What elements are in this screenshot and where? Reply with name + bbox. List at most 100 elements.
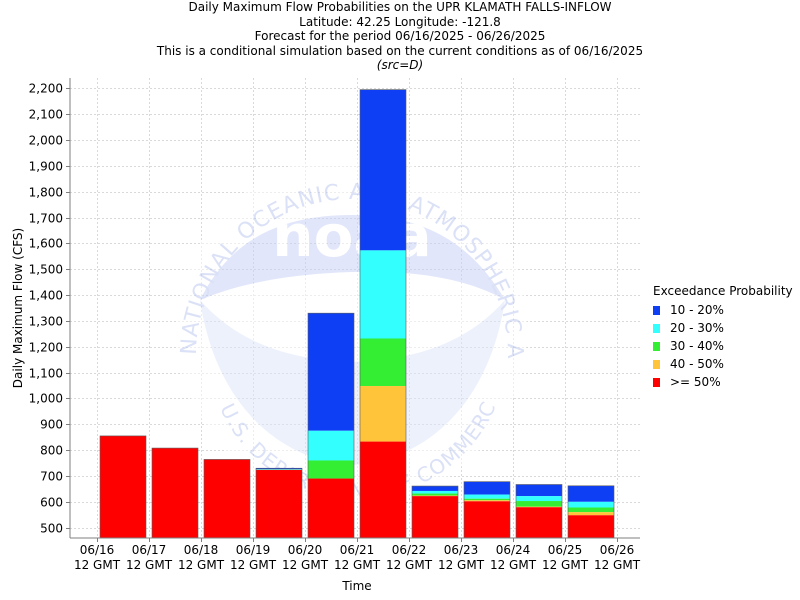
axes: [69, 78, 640, 539]
y-tick-label: 1,300: [29, 315, 63, 329]
bar-segment-10-20: [256, 468, 302, 469]
x-tick-label-date: 06/17: [132, 543, 167, 557]
bar-segment-ge-50: [152, 448, 198, 538]
bar-segment-20-30: [412, 490, 458, 494]
y-tick-label: 2,200: [29, 82, 63, 96]
y-ticks: 500 600 700 800 900 1,000 1,100 1,200 1,300 1,400…: [29, 82, 70, 536]
bar-segment-30-40: [568, 507, 614, 513]
legend-swatch: [653, 305, 660, 315]
x-tick-label-date: 06/24: [496, 543, 531, 557]
bar-segment-40-50: [464, 500, 510, 502]
bar-segment-ge-50: [516, 507, 562, 538]
x-tick-label-date: 06/16: [80, 543, 115, 557]
bar-segment-30-40: [308, 460, 354, 479]
bar-segment-ge-50: [412, 496, 458, 538]
x-tick-label-date: 06/18: [184, 543, 219, 557]
bar-segment-10-20: [464, 481, 510, 495]
stacked-bar: [515, 484, 563, 539]
legend-item-10-20: 10 - 20%: [653, 301, 793, 319]
y-tick-label: 2,100: [29, 108, 63, 122]
bar-segment-30-40: [516, 501, 562, 507]
bars: [99, 89, 615, 539]
y-tick-label: 900: [40, 418, 63, 432]
bar-segment-20-30: [568, 501, 614, 508]
x-tick-label-date: 06/26: [600, 543, 635, 557]
bar-segment-10-20: [516, 484, 562, 497]
legend-item-20-30: 20 - 30%: [653, 319, 793, 337]
stacked-bar: [99, 435, 147, 539]
x-tick-label-date: 06/21: [340, 543, 375, 557]
stacked-bar: [151, 447, 199, 539]
x-tick-label-date: 06/19: [236, 543, 271, 557]
bar-segment-20-30: [256, 469, 302, 470]
y-tick-label: 1,100: [29, 367, 63, 381]
x-axis-title: Time: [341, 579, 371, 593]
legend-title: Exceedance Probability: [653, 284, 793, 298]
bar-segment-10-20: [568, 485, 614, 502]
bar-segment-ge-50: [256, 469, 302, 538]
legend-swatch: [653, 359, 660, 369]
y-tick-label: 1,800: [29, 186, 63, 200]
bar-segment-ge-50: [360, 441, 406, 538]
x-tick-label-date: 06/22: [392, 543, 427, 557]
bar-segment-10-20: [360, 89, 406, 251]
legend-label: 40 - 50%: [670, 357, 724, 371]
y-tick-label: 1,400: [29, 289, 63, 303]
bar-segment-40-50: [568, 512, 614, 516]
bar-segment-20-30: [516, 496, 562, 502]
x-tick-label-time: 12 GMT: [542, 558, 589, 572]
bar-segment-10-20: [308, 313, 354, 431]
stacked-bar: [411, 485, 459, 539]
y-tick-label: 1,900: [29, 160, 63, 174]
bar-segment-30-40: [412, 493, 458, 496]
bar-segment-ge-50: [464, 501, 510, 538]
bar-segment-30-40: [360, 338, 406, 387]
x-tick-label-time: 12 GMT: [230, 558, 277, 572]
y-axis-title: Daily Maximum Flow (CFS): [11, 228, 25, 388]
noaa-watermark: noaa NATIONAL OCEANIC AND ATMOSPHERIC AD…: [0, 0, 527, 505]
x-tick-label-time: 12 GMT: [386, 558, 433, 572]
bar-segment-40-50: [360, 386, 406, 442]
y-tick-label: 600: [40, 496, 63, 510]
x-tick-label-date: 06/23: [444, 543, 479, 557]
chart-titles: Daily Maximum Flow Probabilities on the …: [0, 0, 800, 73]
chart-subtitle-conditions: This is a conditional simulation based o…: [156, 43, 644, 58]
chart-subtitle-period: Forecast for the period 06/16/2025 - 06/…: [254, 29, 546, 43]
legend-swatch: [653, 341, 660, 351]
x-tick-label-time: 12 GMT: [74, 558, 121, 572]
bar-segment-ge-50: [100, 435, 146, 538]
x-tick-label-time: 12 GMT: [126, 558, 173, 572]
bar-segment-20-30: [308, 430, 354, 461]
bar-segment-ge-50: [308, 478, 354, 538]
y-tick-label: 1,200: [29, 341, 63, 355]
legend-label: 30 - 40%: [670, 339, 724, 353]
x-tick-label-time: 12 GMT: [334, 558, 381, 572]
legend-swatch: [653, 323, 660, 333]
x-tick-label-time: 12 GMT: [594, 558, 641, 572]
x-tick-label-time: 12 GMT: [282, 558, 329, 572]
bar-segment-40-50: [412, 495, 458, 497]
legend-label: 10 - 20%: [670, 303, 724, 317]
bar-segment-40-50: [516, 506, 562, 508]
stacked-bar: [359, 89, 407, 539]
bar-segment-ge-50: [204, 459, 250, 538]
legend-swatch: [653, 377, 660, 387]
stacked-bar: [255, 467, 303, 539]
y-tick-label: 500: [40, 522, 63, 536]
bar-segment-10-20: [412, 486, 458, 491]
chart-source-note: (src=D): [376, 58, 424, 72]
legend: Exceedance Probability 10 - 20% 20 - 30%…: [653, 284, 793, 391]
bar-segment-20-30: [464, 494, 510, 499]
bar-segment-ge-50: [568, 515, 614, 538]
bar-segment-30-40: [464, 498, 510, 501]
stacked-bar: [567, 485, 615, 539]
legend-label: 20 - 30%: [670, 321, 724, 335]
chart-title: Daily Maximum Flow Probabilities on the …: [188, 0, 612, 14]
bar-segment-20-30: [360, 250, 406, 339]
x-tick-label-date: 06/20: [288, 543, 323, 557]
legend-item-ge-50: >= 50%: [653, 373, 793, 391]
x-tick-label-date: 06/25: [548, 543, 583, 557]
stacked-bar: [203, 459, 251, 539]
legend-item-40-50: 40 - 50%: [653, 355, 793, 373]
